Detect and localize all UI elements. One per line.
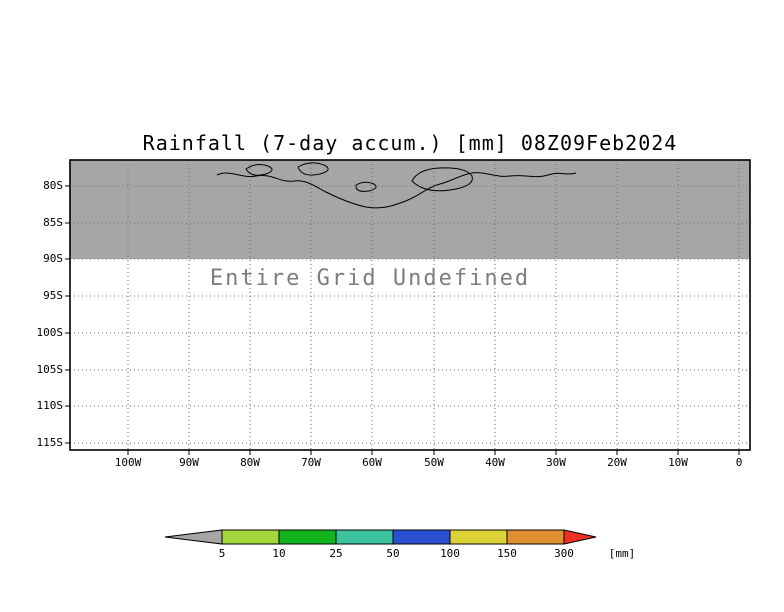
x-tick-label: 60W [362,456,382,469]
colorbar-arrow-low [164,529,223,545]
x-tick-label: 40W [485,456,505,469]
colorbar-tick-label: 300 [554,547,574,560]
colorbar-segment [335,529,394,545]
colorbar-segment [221,529,280,545]
y-tick-label: 85S [43,216,63,229]
y-tick-label: 100S [36,326,64,339]
undefined-grid-label: Entire Grid Undefined [209,266,531,291]
colorbar-segment [392,529,451,545]
plot-frame [69,159,751,451]
x-tick-label: 70W [301,456,321,469]
colorbar-segment [506,529,565,545]
y-tick-label: 115S [36,436,64,449]
y-tick-label: 95S [43,289,63,302]
x-tick-label: 30W [546,456,566,469]
x-tick-label: 50W [424,456,444,469]
x-tick-label: 80W [240,456,260,469]
colorbar: 5 10 25 50 100 150 300 [mm] [164,529,636,560]
map-plot [65,159,751,455]
colorbar-segment [449,529,508,545]
y-tick-label: 80S [43,179,63,192]
colorbar-arrow-high [563,529,597,545]
colorbar-tick-label: 25 [329,547,342,560]
axis-ticks [65,185,740,455]
colorbar-tick-label: 10 [272,547,285,560]
y-tick-label: 110S [36,399,64,412]
grid-lines [70,160,750,450]
y-tick-label: 90S [43,252,63,265]
x-tick-label: 20W [607,456,627,469]
page-title: Rainfall (7-day accum.) [mm] 08Z09Feb202… [142,131,678,155]
x-tick-label: 0 [735,456,743,469]
colorbar-tick-label: 50 [386,547,399,560]
colorbar-segment [278,529,337,545]
x-tick-label: 10W [668,456,688,469]
colorbar-unit-label: [mm] [609,547,636,560]
y-tick-label: 105S [36,363,64,376]
coastline [216,162,577,209]
x-tick-label: 90W [179,456,199,469]
x-tick-label: 100W [114,456,142,469]
colorbar-tick-label: 150 [497,547,517,560]
undefined-shade-region [70,160,750,259]
colorbar-tick-label: 100 [440,547,460,560]
colorbar-tick-label: 5 [219,547,226,560]
